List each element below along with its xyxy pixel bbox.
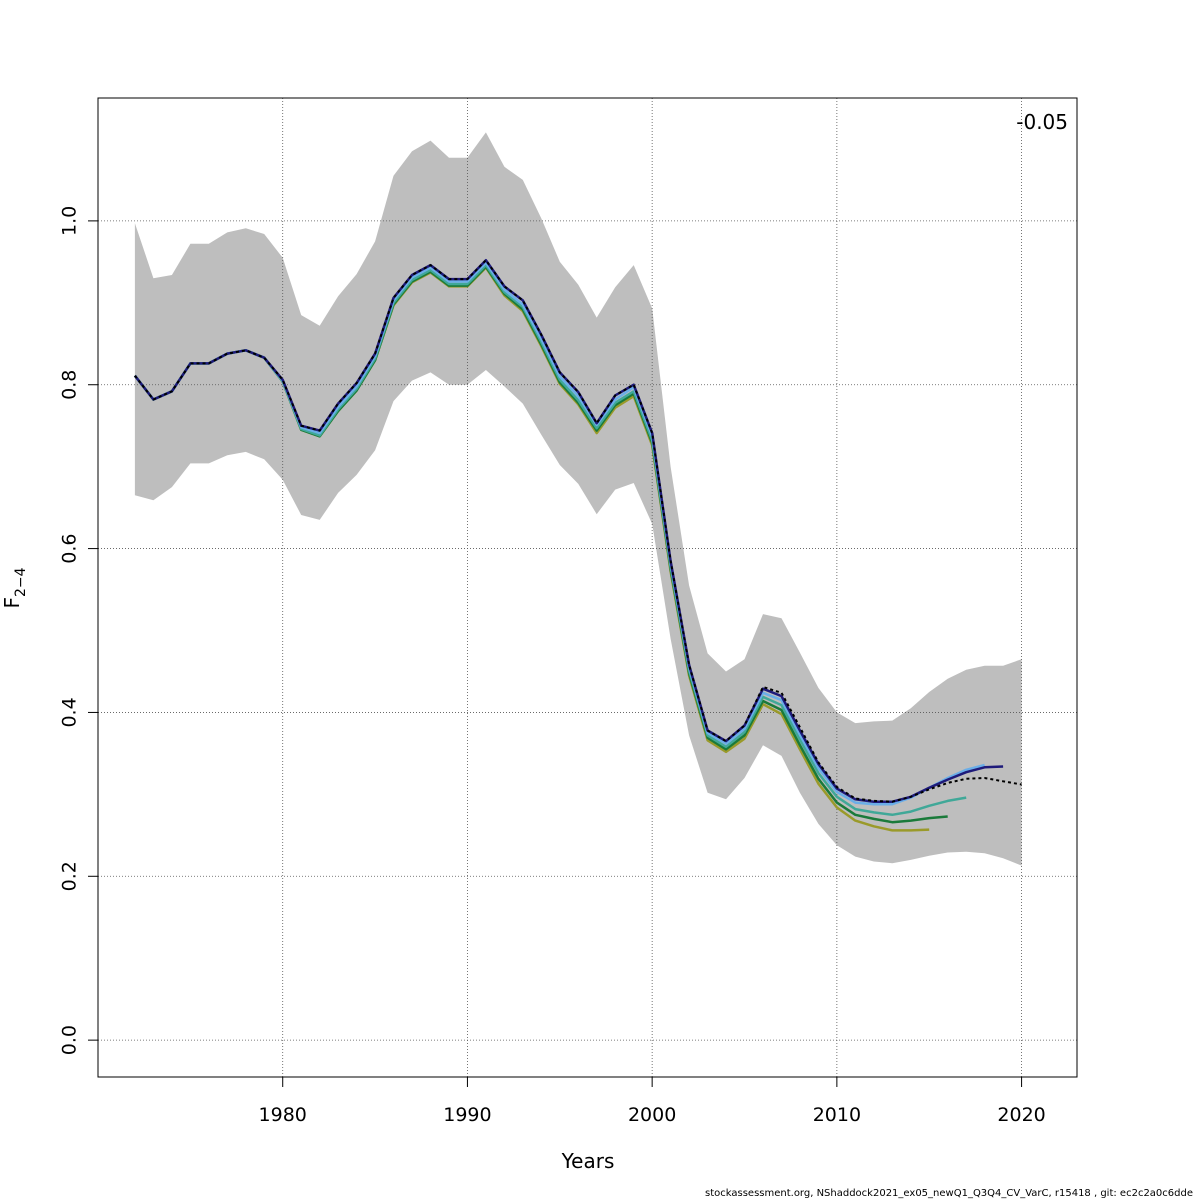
confidence-band-layer <box>134 132 1022 866</box>
x-axis: 1980 1990 2000 2010 2020 <box>259 1077 1046 1126</box>
x-tick-label: 1990 <box>443 1104 491 1126</box>
plot-frame <box>97 97 1078 1078</box>
svg-text:F2−4: F2−4 <box>0 567 29 608</box>
series-layer <box>133 258 1022 832</box>
x-tick-label: 2020 <box>997 1104 1045 1126</box>
y-tick-label: 1.0 <box>59 206 81 236</box>
y-axis: 0.0 0.2 0.4 0.6 0.8 1.0 <box>59 206 98 1055</box>
retro-mohn-rho-label: -0.05 <box>1016 110 1068 134</box>
grid-layer <box>98 98 1077 1077</box>
confidence-band <box>134 132 1022 866</box>
x-tick-label: 2000 <box>628 1104 676 1126</box>
y-tick-label: 0.4 <box>59 697 81 727</box>
y-axis-title-main: F <box>0 597 24 609</box>
x-tick-label: 1980 <box>259 1104 307 1126</box>
x-axis-title: Years <box>561 1149 615 1173</box>
y-axis-title-subscript: 2−4 <box>13 567 29 597</box>
y-tick-label: 0.0 <box>59 1025 81 1055</box>
y-axis-title: F2−4 <box>0 567 29 608</box>
x-tick-label: 2010 <box>813 1104 861 1126</box>
y-tick-label: 0.8 <box>59 370 81 400</box>
y-tick-label: 0.6 <box>59 533 81 563</box>
footer-credit: stockassessment.org, NShaddock2021_ex05_… <box>705 1188 1193 1199</box>
y-tick-label: 0.2 <box>59 861 81 891</box>
